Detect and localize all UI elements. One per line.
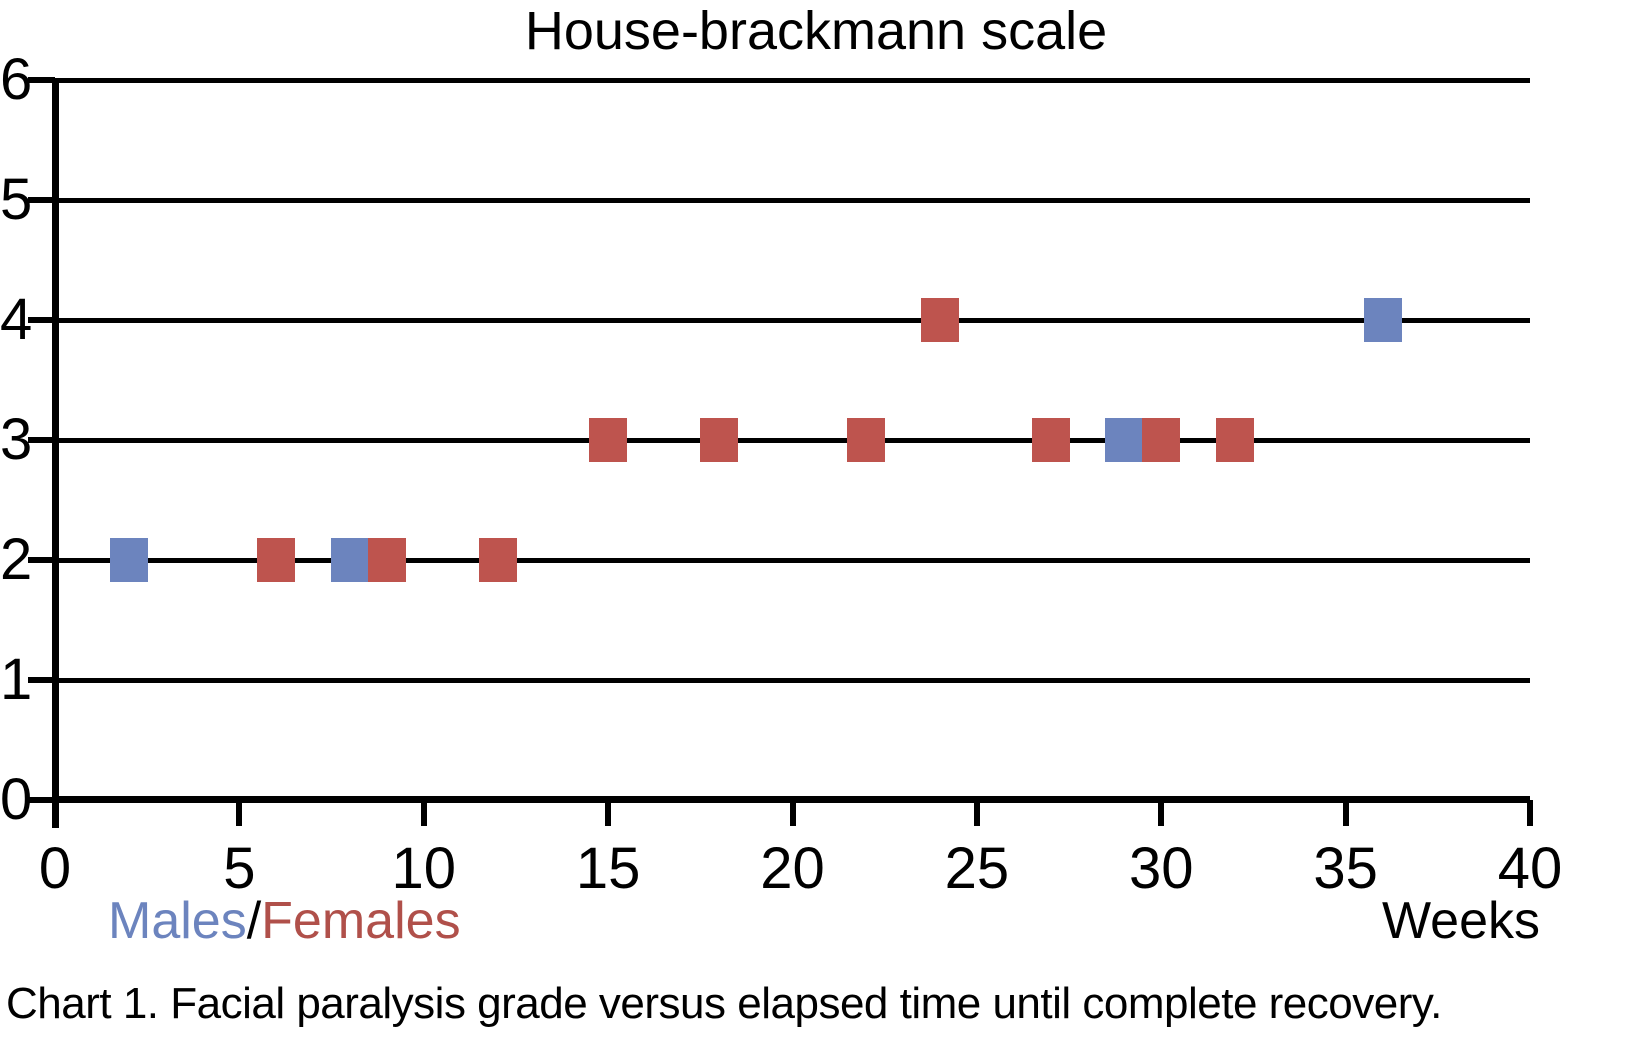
y-axis-line: [52, 78, 59, 828]
x-tick-label-40: 40: [1497, 836, 1563, 901]
gridline-y-4: [55, 318, 1530, 323]
legend-males-label: Males: [108, 892, 247, 950]
y-tick-3: [28, 437, 55, 443]
marker-females-w6-g2: [257, 538, 296, 582]
marker-females-w32-g3: [1216, 418, 1254, 462]
y-tick-label-2: 2: [0, 527, 33, 592]
x-tick-label-10: 10: [391, 836, 456, 901]
y-tick-1: [28, 677, 55, 683]
x-tick-20: [789, 800, 796, 826]
gridline-y-1: [55, 678, 1530, 683]
gridline-y-3: [55, 438, 1530, 443]
x-tick-label-15: 15: [575, 836, 641, 901]
y-tick-label-3: 3: [0, 407, 33, 472]
x-tick-30: [1158, 800, 1165, 826]
x-tick-35: [1342, 800, 1349, 826]
marker-males-w2-g2: [109, 538, 148, 582]
y-tick-2: [28, 557, 55, 563]
x-axis-unit-label: Weeks: [1382, 892, 1540, 950]
x-tick-label-0: 0: [38, 836, 72, 901]
y-tick-label-4: 4: [0, 287, 33, 352]
marker-females-w30-g3: [1142, 418, 1181, 462]
x-tick-40: [1527, 800, 1533, 826]
y-tick-label-6: 6: [0, 47, 33, 112]
x-tick-0: [52, 800, 58, 826]
gridline-y-6: [55, 78, 1530, 83]
marker-females-w18-g3: [699, 418, 738, 462]
y-tick-4: [28, 317, 55, 323]
y-tick-6: [28, 77, 55, 83]
marker-males-w36-g4: [1363, 298, 1402, 342]
legend: Males/Females: [108, 892, 461, 950]
marker-males-w8-g2: [331, 538, 369, 582]
marker-females-w22-g3: [847, 418, 886, 462]
y-tick-0: [28, 797, 55, 803]
x-tick-5: [236, 800, 243, 826]
legend-females-label: Females: [261, 892, 461, 950]
marker-females-w15-g3: [589, 418, 628, 462]
x-tick-label-20: 20: [760, 836, 825, 901]
x-tick-label-25: 25: [944, 836, 1010, 901]
gridline-y-2: [55, 558, 1530, 563]
marker-females-w9-g2: [367, 538, 406, 582]
chart-caption: Chart 1. Facial paralysis grade versus e…: [6, 979, 1442, 1028]
x-tick-label-30: 30: [1128, 836, 1194, 901]
chart-title: House-brackmann scale: [524, 1, 1108, 61]
marker-males-w29-g3: [1105, 418, 1144, 462]
x-tick-25: [973, 800, 980, 826]
x-tick-label-5: 5: [223, 836, 256, 901]
gridline-y-5: [55, 198, 1530, 203]
marker-females-w27-g3: [1031, 418, 1070, 462]
x-axis-line: [55, 796, 1530, 803]
marker-females-w24-g4: [921, 298, 959, 342]
x-tick-10: [420, 800, 427, 826]
y-tick-label-5: 5: [0, 167, 33, 232]
y-tick-5: [28, 197, 55, 203]
marker-females-w12-g2: [478, 538, 517, 582]
y-tick-label-1: 1: [0, 647, 33, 712]
y-tick-label-0: 0: [0, 767, 33, 832]
plot-area: 0 1 2 3 4 5 6 0 5 10 15 20 25 30 35 40: [0, 47, 1562, 898]
x-tick-15: [605, 800, 612, 826]
legend-separator: /: [246, 892, 262, 950]
x-tick-label-35: 35: [1313, 836, 1378, 901]
